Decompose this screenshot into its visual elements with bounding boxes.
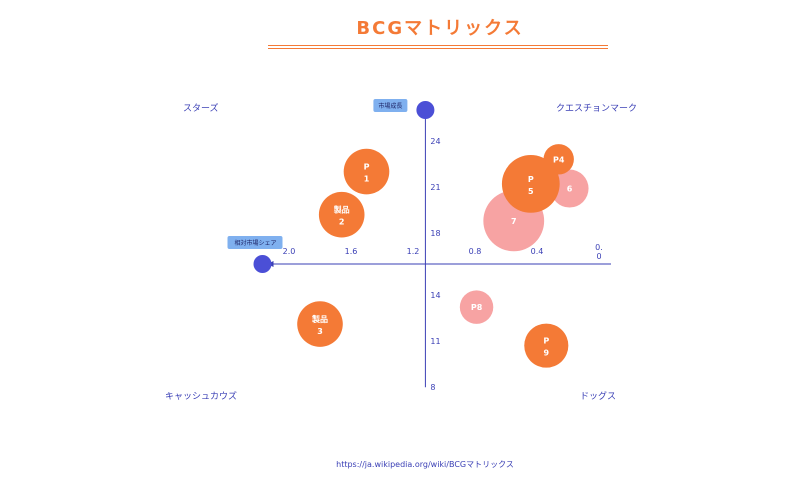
ylabel-callout bbox=[373, 99, 408, 112]
bubble bbox=[318, 191, 365, 238]
bubble-label: 製品 3 bbox=[311, 314, 328, 336]
y-axis-end-marker bbox=[416, 101, 435, 119]
quadrant-label-cash-cows: キャッシュカウズ bbox=[165, 392, 238, 402]
y-tick-label: 11 bbox=[430, 337, 440, 346]
y-tick-label: 21 bbox=[430, 183, 440, 192]
y-tick-label: 24 bbox=[430, 137, 440, 146]
x-tick-label: 0. 0 bbox=[595, 243, 603, 261]
bubble bbox=[524, 323, 569, 368]
chart-title: BCGマトリックス bbox=[356, 18, 524, 39]
title-underline-2 bbox=[268, 48, 608, 49]
y-tick-label: 8 bbox=[430, 383, 435, 392]
x-tick-label: 2.0 bbox=[283, 247, 296, 256]
y-tick-label: 14 bbox=[430, 291, 440, 300]
title-underline bbox=[268, 45, 608, 46]
x-axis-end-marker bbox=[253, 255, 272, 273]
y-tick-label: 18 bbox=[430, 229, 440, 238]
bubble bbox=[550, 169, 589, 208]
bubble-label: P4 bbox=[553, 155, 565, 164]
xlabel-callout bbox=[227, 236, 283, 249]
bubble bbox=[343, 148, 390, 195]
bubble-label: 6 bbox=[567, 185, 573, 194]
source-link[interactable]: https://ja.wikipedia.org/wiki/BCGマトリックス bbox=[336, 460, 514, 469]
quadrant-label-question-marks: クエスチョンマーク bbox=[556, 104, 638, 114]
x-tick-label: 0.8 bbox=[469, 247, 482, 256]
x-tick-label: 1.6 bbox=[345, 247, 358, 256]
bubble-label: P8 bbox=[471, 303, 483, 312]
bubble bbox=[459, 290, 494, 324]
x-tick-label: 0.4 bbox=[531, 247, 544, 256]
quadrant-label-dogs: ドッグス bbox=[580, 392, 617, 402]
bubble-label: 製品 2 bbox=[333, 205, 350, 227]
bubble bbox=[297, 301, 343, 347]
ylabel-text: 市場成長 bbox=[378, 102, 402, 110]
bubble bbox=[501, 155, 560, 213]
x-tick-label: 1.2 bbox=[407, 247, 420, 256]
bubble-label: 7 bbox=[511, 217, 517, 226]
quadrant-label-stars: スターズ bbox=[183, 104, 219, 114]
xlabel-text: 相対市場シェア bbox=[234, 239, 276, 247]
